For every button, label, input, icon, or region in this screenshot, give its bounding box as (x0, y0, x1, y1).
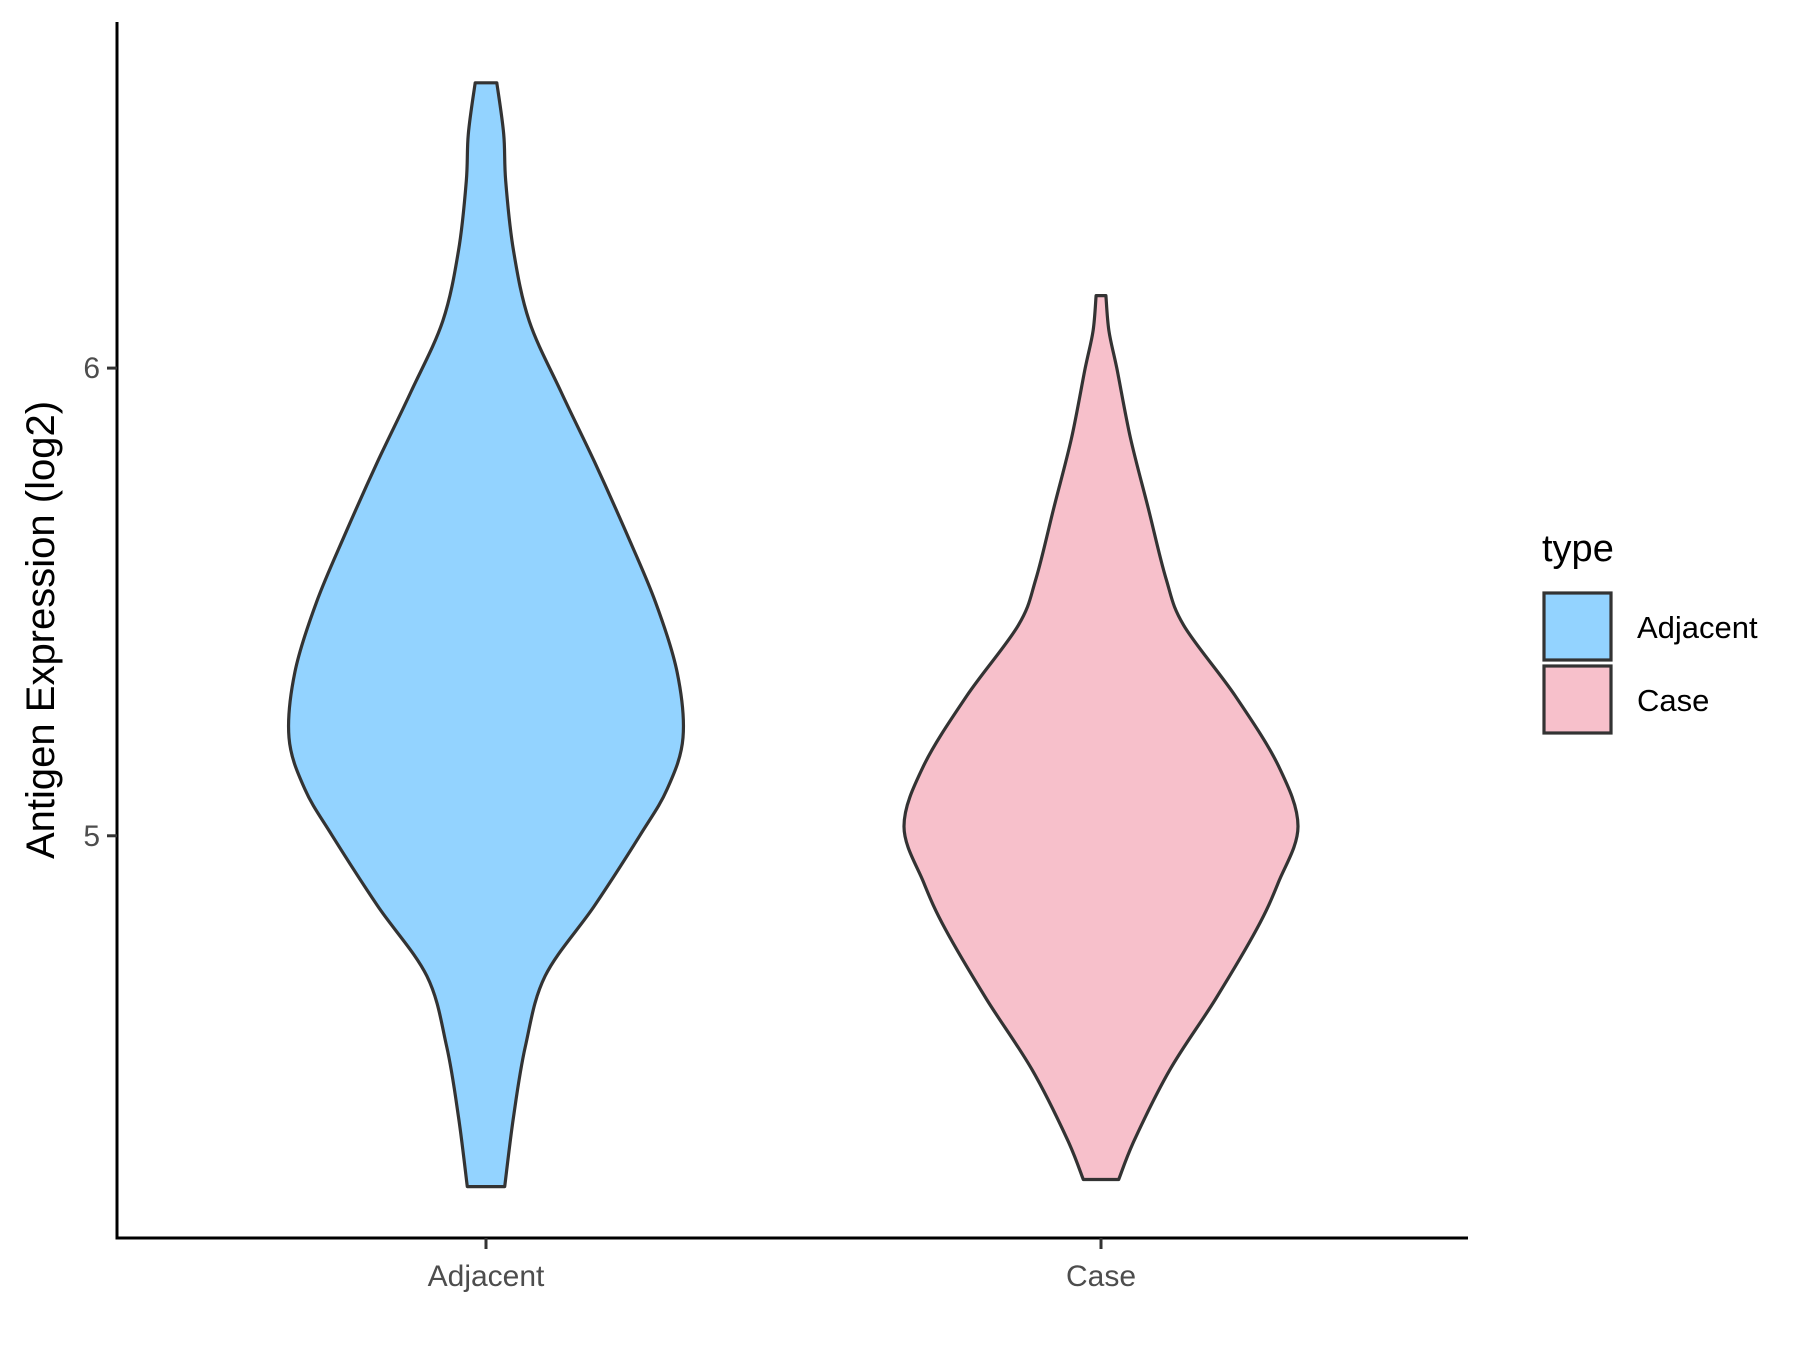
legend-label-case: Case (1637, 683, 1709, 718)
legend-swatch-adjacent (1542, 591, 1613, 662)
y-tick-label: 6 (83, 352, 100, 385)
legend-entries: Adjacent Case (1542, 591, 1758, 735)
violins-layer (286, 81, 1300, 1189)
x-tick-label-case: Case (1066, 1260, 1136, 1293)
y-tick-label: 5 (83, 820, 100, 853)
violin-case (902, 294, 1300, 1182)
x-tick-label-adjacent: Adjacent (428, 1260, 545, 1293)
legend-swatch-case (1542, 664, 1613, 735)
x-axis-ticks: Adjacent Case (428, 1238, 1136, 1293)
legend-title: type (1542, 528, 1614, 570)
y-axis-title: Antigen Expression (log2) (19, 401, 63, 859)
y-axis-ticks: 56 (83, 352, 117, 853)
legend: type Adjacent Case (1542, 528, 1758, 735)
violin-adjacent (286, 81, 686, 1189)
legend-label-adjacent: Adjacent (1637, 610, 1758, 645)
